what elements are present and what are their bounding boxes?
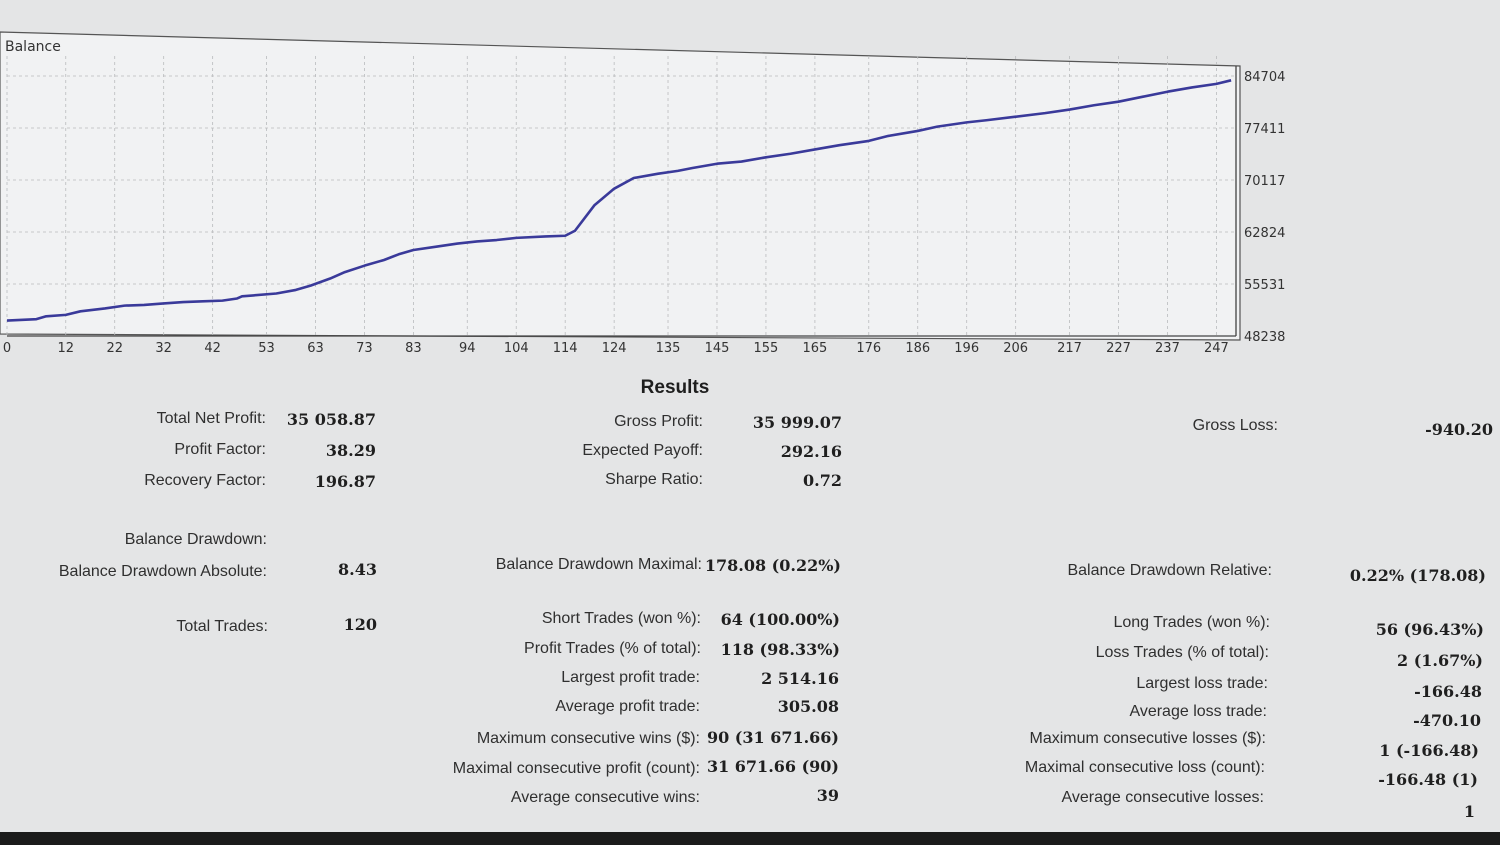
total-trades-label: Total Trades: bbox=[176, 618, 268, 635]
balance-drawdown-label: Balance Drawdown: bbox=[124, 531, 267, 548]
profit-trades-label: Profit Trades (% of total): bbox=[524, 640, 701, 657]
balance-drawdown-relative-label: Balance Drawdown Relative: bbox=[1067, 562, 1272, 579]
x-tick-label: 135 bbox=[656, 341, 681, 356]
average-consecutive-losses-label: Average consecutive losses: bbox=[1061, 789, 1264, 806]
x-tick-label: 22 bbox=[106, 341, 123, 356]
short-trades-value: 64 (100.00%) bbox=[720, 610, 840, 629]
max-consecutive-wins-value: 90 (31 671.66) bbox=[706, 728, 839, 747]
x-tick-label: 114 bbox=[553, 341, 578, 356]
y-tick-label: 55531 bbox=[1244, 278, 1285, 293]
y-tick-label: 77411 bbox=[1244, 122, 1285, 137]
maximal-consecutive-profit-value: 31 671.66 (90) bbox=[706, 757, 839, 776]
expected-payoff-value: 292.16 bbox=[780, 442, 842, 461]
profit-trades-value: 118 (98.33%) bbox=[720, 640, 840, 659]
balance-drawdown-maximal-label: Balance Drawdown Maximal: bbox=[495, 556, 702, 573]
x-tick-label: 83 bbox=[405, 341, 422, 356]
gross-profit-value: 35 999.07 bbox=[752, 413, 842, 432]
max-consecutive-losses-value: 1 (-166.48) bbox=[1379, 741, 1479, 760]
x-tick-label: 63 bbox=[307, 341, 324, 356]
short-trades-label: Short Trades (won %): bbox=[541, 610, 701, 627]
screen-bezel bbox=[0, 832, 1500, 845]
x-tick-label: 186 bbox=[905, 341, 930, 356]
x-tick-label: 12 bbox=[57, 341, 74, 356]
balance-chart: 0 12 22 32 42 53 63 73 83 94 104 114 124 135 145 155 165… bbox=[0, 0, 1500, 375]
balance-drawdown-absolute-label: Balance Drawdown Absolute: bbox=[58, 563, 267, 580]
long-trades-label: Long Trades (won %): bbox=[1113, 614, 1270, 631]
x-tick-label: 227 bbox=[1106, 341, 1131, 356]
average-consecutive-wins-label: Average consecutive wins: bbox=[510, 789, 700, 806]
x-tick-label: 104 bbox=[504, 341, 529, 356]
average-loss-trade-value: -470.10 bbox=[1413, 711, 1481, 730]
maximal-consecutive-loss-value: -166.48 (1) bbox=[1378, 770, 1478, 789]
x-tick-label: 42 bbox=[204, 341, 221, 356]
average-consecutive-wins-value: 39 bbox=[816, 786, 839, 805]
balance-drawdown-relative-value: 0.22% (178.08) bbox=[1349, 566, 1486, 585]
x-tick-label: 196 bbox=[954, 341, 979, 356]
loss-trades-label: Loss Trades (% of total): bbox=[1095, 644, 1269, 661]
largest-loss-trade-label: Largest loss trade: bbox=[1136, 675, 1268, 692]
max-consecutive-losses-label: Maximum consecutive losses ($): bbox=[1029, 730, 1266, 747]
x-tick-label: 53 bbox=[258, 341, 275, 356]
profit-factor-value: 38.29 bbox=[325, 441, 376, 460]
gross-loss-value: -940.20 bbox=[1425, 420, 1493, 439]
balance-drawdown-absolute-value: 8.43 bbox=[338, 560, 377, 579]
y-tick-label: 48238 bbox=[1244, 330, 1285, 345]
loss-trades-value: 2 (1.67%) bbox=[1396, 651, 1483, 670]
profit-factor-label: Profit Factor: bbox=[174, 441, 266, 458]
total-net-profit-value: 35 058.87 bbox=[286, 410, 376, 429]
x-tick-label: 124 bbox=[602, 341, 627, 356]
gross-profit-label: Gross Profit: bbox=[614, 413, 703, 430]
sharpe-ratio-value: 0.72 bbox=[803, 471, 842, 490]
x-tick-label: 94 bbox=[459, 341, 476, 356]
largest-profit-trade-label: Largest profit trade: bbox=[561, 669, 700, 686]
average-profit-trade-label: Average profit trade: bbox=[555, 698, 700, 715]
x-tick-label: 32 bbox=[155, 341, 172, 356]
largest-loss-trade-value: -166.48 bbox=[1414, 682, 1482, 701]
maximal-consecutive-profit-label: Maximal consecutive profit (count): bbox=[452, 760, 700, 777]
x-tick-label: 165 bbox=[802, 341, 827, 356]
x-tick-label: 206 bbox=[1003, 341, 1028, 356]
x-tick-label: 145 bbox=[705, 341, 730, 356]
y-tick-label: 70117 bbox=[1244, 174, 1285, 189]
recovery-factor-label: Recovery Factor: bbox=[144, 472, 266, 489]
gross-loss-label: Gross Loss: bbox=[1192, 417, 1278, 434]
expected-payoff-label: Expected Payoff: bbox=[582, 442, 703, 459]
average-profit-trade-value: 305.08 bbox=[777, 697, 839, 716]
x-tick-label: 0 bbox=[3, 341, 11, 356]
recovery-factor-value: 196.87 bbox=[314, 472, 376, 491]
total-trades-value: 120 bbox=[343, 615, 377, 634]
long-trades-value: 56 (96.43%) bbox=[1375, 620, 1484, 639]
average-consecutive-losses-value: 1 bbox=[1463, 802, 1475, 821]
sharpe-ratio-label: Sharpe Ratio: bbox=[605, 471, 703, 488]
x-tick-label: 73 bbox=[356, 341, 373, 356]
x-tick-label: 217 bbox=[1057, 341, 1082, 356]
balance-series-line bbox=[6, 79, 1232, 322]
largest-profit-trade-value: 2 514.16 bbox=[761, 669, 839, 688]
x-tick-label: 176 bbox=[856, 341, 881, 356]
maximal-consecutive-loss-label: Maximal consecutive loss (count): bbox=[1024, 759, 1265, 776]
total-net-profit-label: Total Net Profit: bbox=[156, 410, 266, 427]
balance-chart-svg: 0 12 22 32 42 53 63 73 83 94 104 114 124 135 145 155 165… bbox=[0, 31, 1285, 356]
results-title: Results bbox=[640, 377, 710, 398]
x-tick-label: 237 bbox=[1155, 341, 1180, 356]
y-tick-label: 62824 bbox=[1244, 226, 1285, 241]
balance-drawdown-maximal-value: 178.08 (0.22%) bbox=[704, 556, 841, 575]
max-consecutive-wins-label: Maximum consecutive wins ($): bbox=[476, 730, 700, 747]
average-loss-trade-label: Average loss trade: bbox=[1129, 703, 1267, 720]
y-tick-label: 84704 bbox=[1244, 70, 1285, 85]
chart-title: Balance bbox=[5, 39, 61, 55]
x-tick-label: 247 bbox=[1204, 341, 1229, 356]
x-tick-label: 155 bbox=[754, 341, 779, 356]
